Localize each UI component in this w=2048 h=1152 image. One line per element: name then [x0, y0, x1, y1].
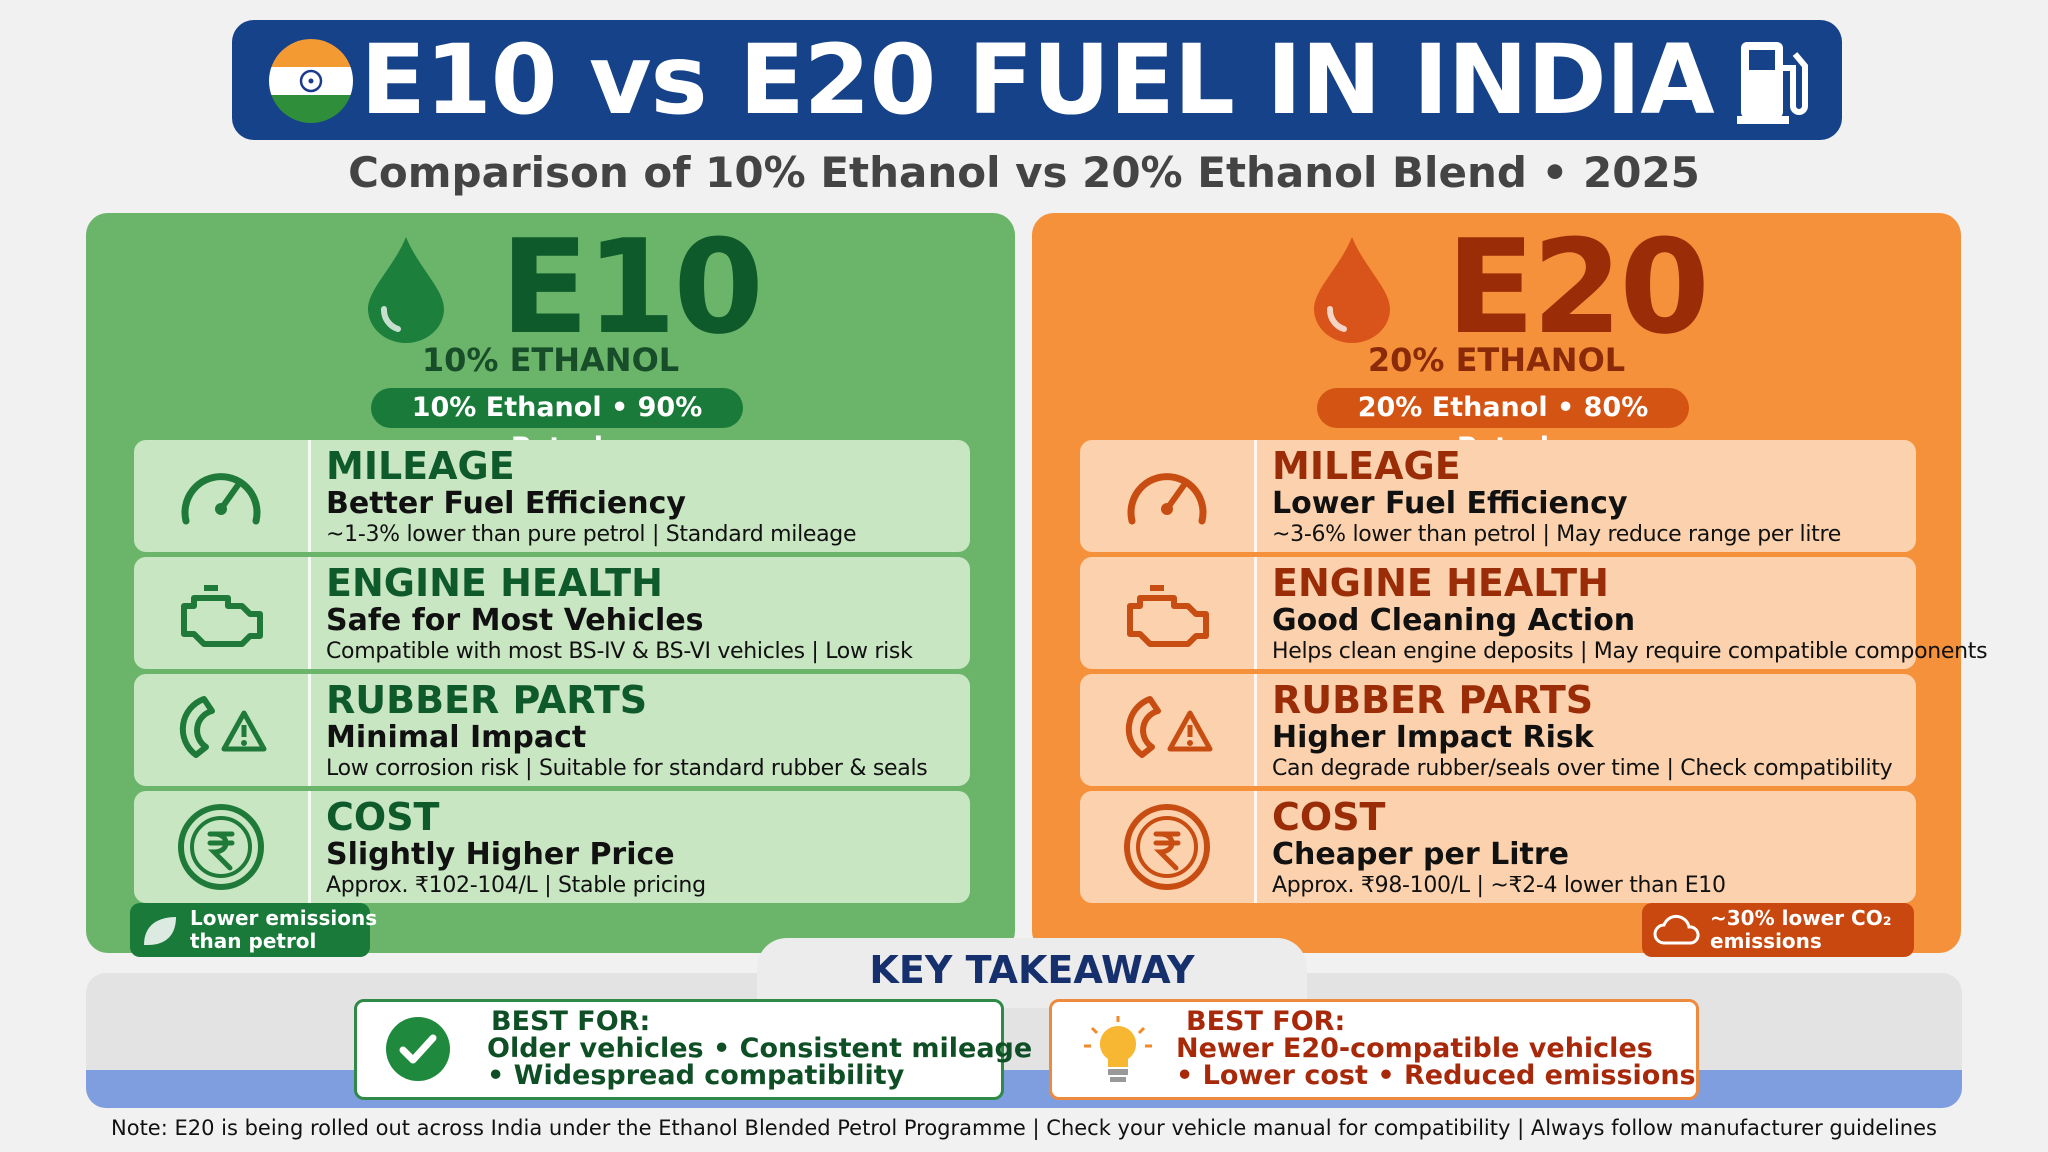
row-detail: Approx. ₹102-104/L | Stable pricing	[326, 873, 706, 898]
subtitle: Comparison of 10% Ethanol vs 20% Ethanol…	[348, 148, 1700, 197]
row-detail: ~1-3% lower than pure petrol | Standard …	[326, 522, 857, 547]
card-line: • Widespread compatibility	[487, 1060, 905, 1091]
row-subtitle: Safe for Most Vehicles	[326, 603, 704, 638]
card-line: Newer E20-compatible vehicles	[1176, 1033, 1653, 1064]
card-label: BEST FOR:	[491, 1006, 651, 1037]
fuel-label: 10% ETHANOL	[421, 341, 680, 379]
row-subtitle: Minimal Impact	[326, 720, 587, 755]
badge-text: Lower emissions	[190, 906, 378, 930]
card-icon	[383, 1014, 453, 1088]
takeaway-title: KEY TAKEAWAY	[869, 948, 1195, 992]
blend-pill: 20% Ethanol • 80% Petrol	[1317, 388, 1689, 463]
card-line: • Lower cost • Reduced emissions	[1176, 1060, 1696, 1091]
row-subtitle: Better Fuel Efficiency	[326, 486, 686, 521]
info-row: RUBBER PARTS Higher Impact Risk Can degrad…	[1080, 674, 1916, 786]
row-icon	[134, 557, 311, 669]
row-icon	[134, 791, 311, 903]
blend-pill: 10% Ethanol • 90% Petrol	[371, 388, 743, 463]
drop-icon	[1310, 233, 1394, 349]
row-detail: Can degrade rubber/seals over time | Che…	[1272, 756, 1893, 781]
row-detail: Helps clean engine deposits | May requir…	[1272, 639, 1988, 664]
info-row: MILEAGE Better Fuel Efficiency ~1-3% lower…	[134, 440, 970, 552]
drop-icon	[364, 233, 448, 349]
info-row: RUBBER PARTS Minimal Impact Low corrosion …	[134, 674, 970, 786]
row-heading: COST	[1272, 795, 1386, 839]
badge-text: than petrol	[190, 929, 317, 953]
fuel-name: E10	[500, 211, 764, 363]
row-icon	[1080, 440, 1257, 552]
emissions-badge: ~30% lower CO₂ emissions	[1642, 903, 1914, 957]
row-subtitle: Good Cleaning Action	[1272, 603, 1636, 638]
info-row: ENGINE HEALTH Good Cleaning Action Helps c…	[1080, 557, 1988, 669]
header-bar: E10 vs E20 FUEL IN INDIA	[232, 20, 1842, 140]
row-detail: ~3-6% lower than petrol | May reduce ran…	[1272, 522, 1842, 547]
card-icon	[1078, 1014, 1158, 1092]
takeaway-tab: KEY TAKEAWAY	[757, 938, 1307, 1008]
row-subtitle: Cheaper per Litre	[1272, 837, 1569, 872]
fuel-name: E20	[1446, 211, 1710, 363]
row-icon	[134, 440, 311, 552]
india-flag-icon	[269, 39, 353, 123]
card-label: BEST FOR:	[1186, 1006, 1346, 1037]
row-heading: COST	[326, 795, 440, 839]
fuel-label: 20% ETHANOL	[1367, 341, 1626, 379]
row-heading: ENGINE HEALTH	[326, 561, 663, 605]
row-heading: ENGINE HEALTH	[1272, 561, 1609, 605]
info-row: COST Slightly Higher Price Approx. ₹102-10…	[134, 791, 970, 903]
fuel-pump-icon	[1737, 42, 1808, 124]
footer-note: Note: E20 is being rolled out across Ind…	[111, 1116, 1937, 1140]
takeaway-card: BEST FOR: Newer E20-compatible vehicles • …	[1049, 999, 1699, 1100]
badge-icon	[140, 913, 180, 954]
row-icon	[1080, 791, 1257, 903]
row-subtitle: Lower Fuel Efficiency	[1272, 486, 1628, 521]
card-line: Older vehicles • Consistent mileage	[487, 1033, 1033, 1064]
page-title: E10 vs E20 FUEL IN INDIA	[360, 24, 1714, 136]
row-subtitle: Higher Impact Risk	[1272, 720, 1594, 755]
row-detail: Low corrosion risk | Suitable for standa…	[326, 756, 928, 781]
row-subtitle: Slightly Higher Price	[326, 837, 675, 872]
row-icon	[134, 674, 311, 786]
badge-text: ~30% lower CO₂	[1710, 906, 1892, 930]
row-heading: MILEAGE	[1272, 444, 1461, 488]
info-row: COST Cheaper per Litre Approx. ₹98-100/L |…	[1080, 791, 1916, 903]
row-heading: RUBBER PARTS	[1272, 678, 1594, 722]
row-icon	[1080, 674, 1257, 786]
info-row: MILEAGE Lower Fuel Efficiency ~3-6% lower …	[1080, 440, 1916, 552]
row-heading: MILEAGE	[326, 444, 515, 488]
emissions-badge: Lower emissions than petrol	[130, 903, 377, 957]
row-detail: Compatible with most BS-IV & BS-VI vehic…	[326, 639, 913, 664]
takeaway-card: BEST FOR: Older vehicles • Consistent mil…	[354, 999, 1032, 1100]
row-icon	[1080, 557, 1257, 669]
info-row: ENGINE HEALTH Safe for Most Vehicles Compa…	[134, 557, 970, 669]
row-detail: Approx. ₹98-100/L | ~₹2-4 lower than E10	[1272, 873, 1726, 898]
badge-icon	[1652, 913, 1702, 954]
row-heading: RUBBER PARTS	[326, 678, 648, 722]
badge-text: emissions	[1710, 929, 1822, 953]
